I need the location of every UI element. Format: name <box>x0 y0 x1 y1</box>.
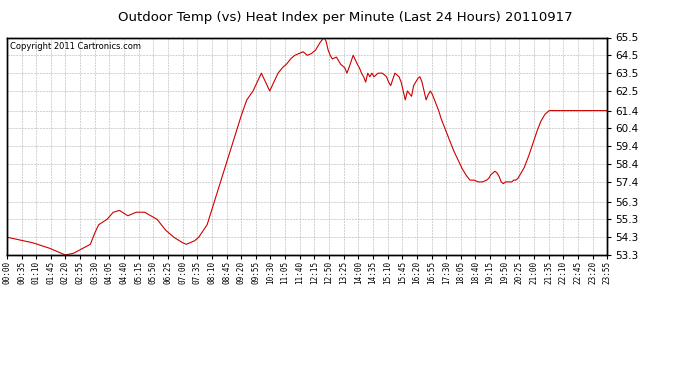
Text: Copyright 2011 Cartronics.com: Copyright 2011 Cartronics.com <box>10 42 141 51</box>
Text: Outdoor Temp (vs) Heat Index per Minute (Last 24 Hours) 20110917: Outdoor Temp (vs) Heat Index per Minute … <box>118 11 572 24</box>
